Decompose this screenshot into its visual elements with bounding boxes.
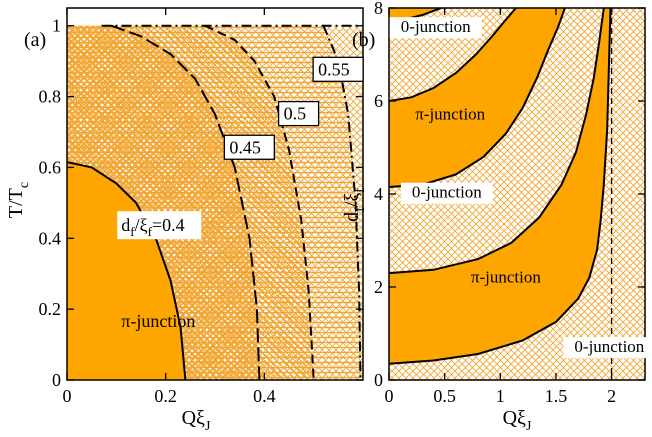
panel-b-xlabel: QξJ (503, 407, 532, 434)
panel-a-curve-label: 0.45 (229, 137, 260, 157)
panel-b-ylabel: df/ξf (341, 188, 368, 222)
panel-a-frame (66, 7, 364, 381)
y-tick-label: 2 (374, 277, 383, 297)
x-tick-label: 2 (607, 386, 616, 406)
x-tick-label: 0 (385, 386, 394, 406)
y-tick-label: 1 (52, 16, 61, 36)
panel-a-curve-label-box (223, 134, 275, 160)
panel-a-curve-0.45 (111, 24, 261, 380)
panel-a-curve-label-box (277, 100, 320, 127)
x-tick-label: 0.4 (253, 386, 276, 406)
panel-a-curve-label: 0.5 (284, 104, 307, 124)
panel-b-pi-band-upper (389, 8, 565, 187)
panel-b: 0 0.5 1 1.5 2 0 2 4 6 8 0-junction π-junction 0-jun… (341, 0, 652, 434)
panel-b-label-bg (400, 182, 493, 204)
y-tick-label: 8 (374, 0, 383, 18)
panel-a-label: (a) (24, 29, 46, 51)
panel-a-dfxi-label: df/ξf=0.4 (121, 215, 184, 239)
panel-b-boundary-c3 (389, 8, 566, 188)
panel-a-ylabel: T/Tc (5, 182, 32, 218)
panel-b-pi-band-lower (389, 8, 611, 364)
panel-b-label-bg (389, 17, 482, 39)
panel-a-region-label: π-junction (121, 311, 195, 331)
y-tick-label: 0.4 (39, 228, 62, 248)
panel-b-boundary-c4 (389, 8, 517, 102)
panel-b-boundary-c2 (389, 8, 605, 275)
y-tick-label: 0.2 (39, 299, 62, 319)
panel-b-0-junction-label: 0-junction (574, 337, 644, 356)
panel-a-xlabel: QξJ (182, 407, 211, 434)
panel-b-0-junction-label: 0-junction (401, 17, 471, 36)
y-tick-label: 0 (374, 370, 383, 390)
panel-b-pi-junction-label: π-junction (471, 267, 541, 286)
x-tick-label: 0.2 (154, 386, 177, 406)
x-tick-label: 0 (63, 386, 72, 406)
panel-a-curve-label-box (312, 56, 364, 82)
x-tick-label: 0.5 (433, 386, 456, 406)
x-tick-label: 1 (496, 386, 505, 406)
panel-a-curve-label: 0.55 (318, 59, 350, 79)
panel-b-pi-junction-label: π-junction (415, 105, 485, 124)
panel-b-label: (b) (352, 29, 375, 51)
panel-b-label-bg (563, 337, 652, 359)
panel-a-pi-region (67, 162, 186, 380)
y-tick-label: 0.8 (39, 87, 62, 107)
panel-b-0-junction-label: 0-junction (412, 183, 482, 202)
y-tick-label: 0 (52, 370, 61, 390)
panel-a-dfxi-label-bg (117, 211, 202, 240)
panel-a-curve-0.55 (322, 25, 362, 380)
y-tick-label: 6 (374, 91, 383, 111)
x-tick-label: 1.5 (545, 386, 568, 406)
panel-a: 0 0.2 0.4 0 0.2 0.4 0.6 0.8 1 0.55 0.5 0.45 df/ξf=0… (5, 7, 364, 434)
panel-b-boundary-c1 (389, 8, 612, 365)
y-tick-label: 4 (374, 184, 383, 204)
y-tick-label: 0.6 (39, 157, 62, 177)
